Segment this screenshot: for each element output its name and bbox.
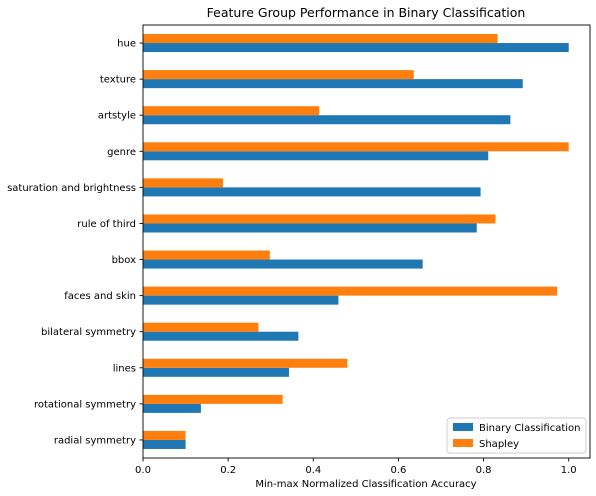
bar-shapley-faces-and-skin bbox=[143, 286, 558, 296]
bar-shapley-bbox bbox=[143, 250, 270, 260]
y-tick-label-radial-symmetry: radial symmetry bbox=[54, 435, 136, 446]
bar-shapley-saturation-and-brightness bbox=[143, 178, 224, 188]
x-axis: 0.0 0.2 0.4 0.6 0.8 1.0 bbox=[135, 458, 577, 476]
bar-binary-classification-rule-of-third bbox=[143, 223, 477, 233]
bar-shapley-texture bbox=[143, 70, 414, 80]
bars-group bbox=[143, 34, 569, 449]
bar-binary-classification-texture bbox=[143, 79, 523, 89]
legend-label-shapley: Shapley bbox=[479, 439, 519, 450]
y-axis: hue texture artstyle genre saturation and br… bbox=[7, 39, 143, 446]
bar-binary-classification-hue bbox=[143, 43, 569, 53]
y-tick-label-bilateral-symmetry: bilateral symmetry bbox=[41, 327, 136, 338]
legend-swatch-shapley bbox=[453, 439, 473, 447]
chart-title: Feature Group Performance in Binary Clas… bbox=[207, 5, 526, 20]
y-tick-label-faces-and-skin: faces and skin bbox=[64, 291, 136, 302]
bar-shapley-artstyle bbox=[143, 106, 320, 116]
bar-binary-classification-saturation-and-brightness bbox=[143, 187, 481, 197]
legend-swatch-binary-classification bbox=[453, 423, 473, 431]
y-tick-label-rotational-symmetry: rotational symmetry bbox=[34, 399, 136, 410]
y-tick-label-bbox: bbox bbox=[112, 255, 137, 266]
y-tick-label-texture: texture bbox=[100, 75, 136, 86]
bar-binary-classification-bbox bbox=[143, 259, 423, 269]
legend-box bbox=[446, 417, 587, 454]
x-tick-label-0-2: 0.2 bbox=[220, 465, 236, 476]
bar-shapley-rotational-symmetry bbox=[143, 394, 283, 404]
bar-binary-classification-lines bbox=[143, 367, 290, 377]
bar-shapley-rule-of-third bbox=[143, 214, 496, 224]
bar-shapley-genre bbox=[143, 142, 569, 152]
bar-shapley-lines bbox=[143, 358, 348, 368]
y-tick-label-lines: lines bbox=[113, 363, 136, 374]
y-tick-label-artstyle: artstyle bbox=[98, 111, 136, 122]
bar-shapley-radial-symmetry bbox=[143, 430, 186, 440]
bar-shapley-hue bbox=[143, 34, 498, 44]
x-tick-label-0-6: 0.6 bbox=[390, 465, 406, 476]
legend: Binary Classification Shapley bbox=[446, 417, 587, 454]
bar-binary-classification-faces-and-skin bbox=[143, 295, 339, 305]
x-tick-label-0-8: 0.8 bbox=[476, 465, 492, 476]
x-axis-label: Min-max Normalized Classification Accura… bbox=[255, 479, 476, 490]
bar-binary-classification-artstyle bbox=[143, 115, 511, 125]
bar-shapley-bilateral-symmetry bbox=[143, 322, 259, 332]
x-tick-label-1-0: 1.0 bbox=[561, 465, 577, 476]
bar-binary-classification-genre bbox=[143, 151, 489, 161]
x-tick-label-0-0: 0.0 bbox=[135, 465, 151, 476]
bar-binary-classification-bilateral-symmetry bbox=[143, 331, 299, 341]
y-tick-label-hue: hue bbox=[117, 39, 136, 50]
bar-binary-classification-rotational-symmetry bbox=[143, 403, 201, 413]
y-tick-label-rule-of-third: rule of third bbox=[77, 219, 136, 230]
plot-frame bbox=[142, 24, 591, 459]
y-tick-label-genre: genre bbox=[107, 147, 136, 158]
bar-binary-classification-radial-symmetry bbox=[143, 439, 186, 449]
y-tick-label-saturation-and-brightness: saturation and brightness bbox=[7, 183, 136, 194]
x-tick-label-0-4: 0.4 bbox=[305, 465, 321, 476]
legend-label-binary-classification: Binary Classification bbox=[479, 423, 580, 434]
